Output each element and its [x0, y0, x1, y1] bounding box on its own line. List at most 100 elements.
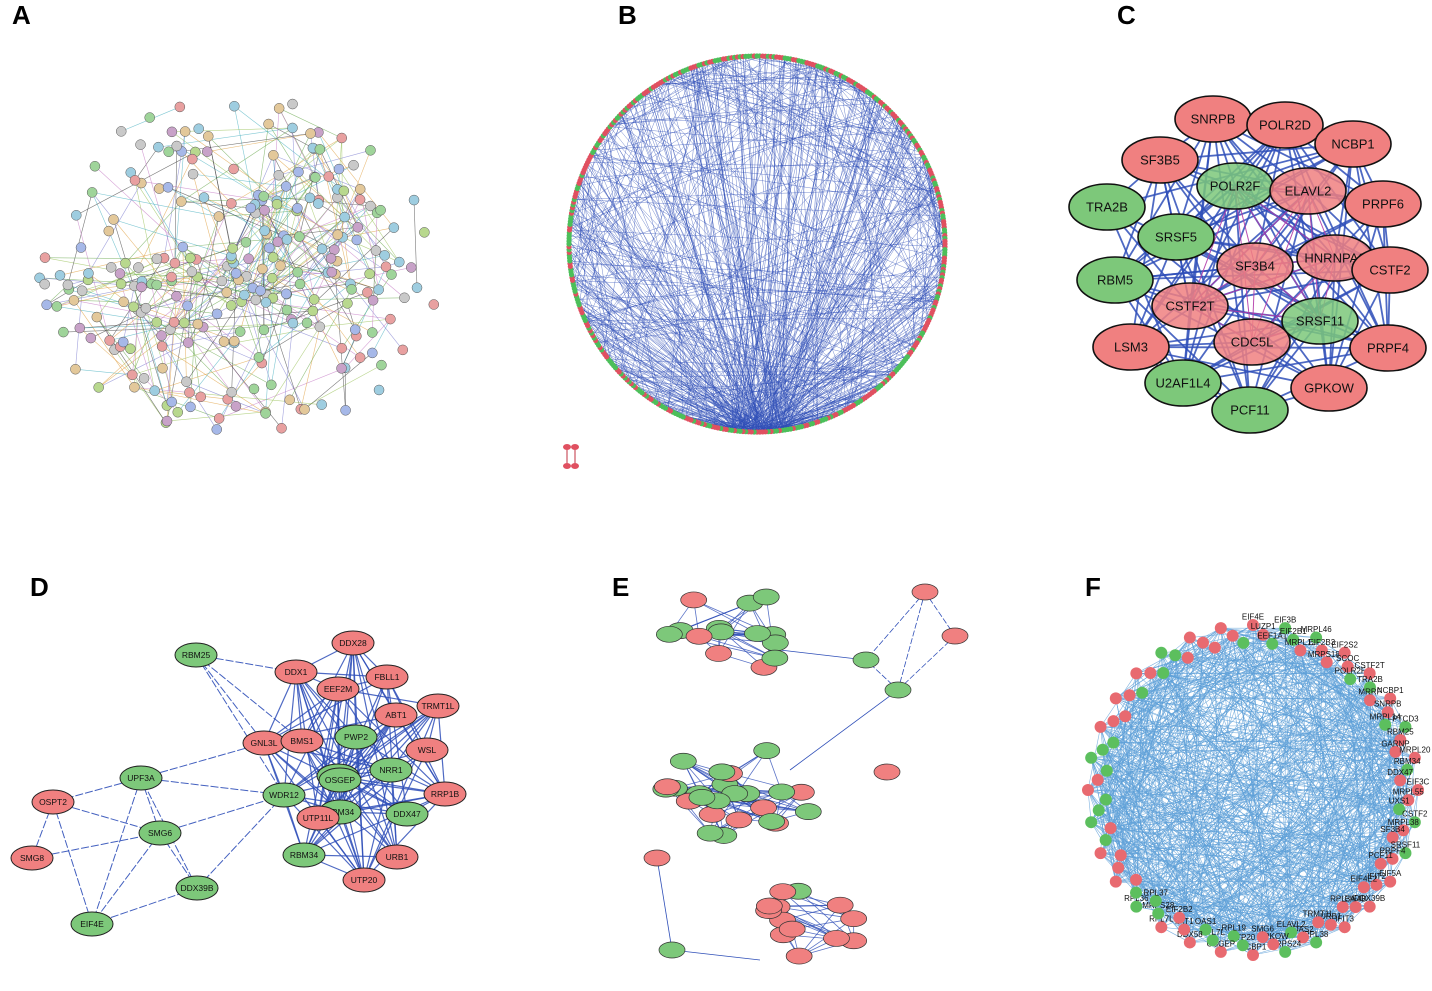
- panel-f-node: [1169, 649, 1182, 662]
- panel-b-edge: [660, 55, 766, 83]
- panel-b-edge: [571, 210, 735, 431]
- panel-f-node: TRA2B: [1357, 675, 1383, 694]
- panel-a-node: [54, 270, 66, 281]
- panel-d-edge: [337, 705, 439, 777]
- panel-a-edge: [73, 300, 135, 388]
- panel-c-node: CSTF2: [1351, 246, 1429, 294]
- panel-c-edge: [1114, 124, 1286, 281]
- panel-a-node: [129, 381, 140, 393]
- panel-f-edge: [1232, 635, 1388, 713]
- panel-c-node-label: SNRPB: [1191, 112, 1236, 127]
- panel-f-node: OSGEP: [1207, 939, 1235, 958]
- panel-b-edge: [712, 61, 746, 432]
- panel-f-node-label: RPL38: [1304, 930, 1329, 939]
- panel-a-node: [157, 362, 168, 374]
- panel-a-node: [117, 336, 129, 348]
- panel-d-node-label: GNL3L: [251, 738, 278, 748]
- panel-d-node: FBLL1: [365, 664, 409, 690]
- panel-d-node: UTP20: [342, 867, 386, 893]
- panel-b-edge: [583, 317, 721, 429]
- panel-b-edge: [571, 212, 913, 351]
- panel-f-edge: [1135, 634, 1264, 893]
- panel-f-edge: [1290, 780, 1401, 933]
- panel-f-edge: [1115, 643, 1273, 882]
- panel-a-node: [70, 363, 81, 375]
- panel-a-node: [287, 122, 298, 134]
- panel-f-edge: [1161, 652, 1274, 945]
- panel-a-edge: [244, 294, 272, 385]
- panel-f-edge: [1363, 858, 1393, 888]
- panel-f-edge: [1091, 821, 1292, 933]
- panel-d-node: EIF4E: [70, 911, 114, 937]
- panel-f-node: RPL37: [1144, 888, 1169, 907]
- panel-d-node: BMS1: [280, 728, 324, 754]
- panel-f-edge: [1155, 666, 1348, 902]
- panel-f-node-label: LUZP1: [1251, 622, 1276, 631]
- panel-a-node: [340, 405, 351, 416]
- panel-b-edge: [609, 126, 923, 156]
- panel-a-node: [182, 337, 194, 348]
- panel-f-edge: [1179, 837, 1393, 918]
- panel-b-edge: [641, 373, 893, 393]
- panel-e-edge: [779, 649, 867, 661]
- panel-b-edge: [633, 240, 946, 386]
- panel-f-edge: [1157, 634, 1264, 914]
- panel-a-node: [195, 391, 206, 403]
- panel-f-edge: [1102, 749, 1400, 810]
- panel-b-edge: [756, 185, 936, 433]
- panel-b-edge: [677, 73, 852, 82]
- panel-a-edge: [134, 180, 263, 201]
- panel-b-edge: [762, 375, 892, 433]
- panel-a-node: [294, 231, 305, 242]
- panel-a-edge: [45, 257, 157, 260]
- panel-e-node: [840, 910, 868, 928]
- panel-d-node: URB1: [375, 844, 419, 870]
- panel-f-node-label: IFIT3: [1335, 915, 1354, 924]
- panel-b-node: [563, 444, 571, 450]
- panel-f-edge: [1315, 769, 1408, 943]
- panel-b-edge: [768, 135, 911, 432]
- panel-a-edge: [113, 219, 232, 257]
- panel-b-edge: [720, 59, 758, 433]
- panel-b-edge: [588, 327, 735, 431]
- panel-b-edge: [584, 118, 897, 319]
- panel-a-edge: [272, 255, 385, 279]
- panel-a-edge: [273, 154, 361, 190]
- panel-d-node: DDX28: [331, 630, 375, 656]
- panel-f-node: SRSF11: [1391, 841, 1421, 860]
- panel-a-node: [307, 305, 319, 317]
- panel-a-edge: [67, 192, 93, 285]
- panel-b-node: [563, 463, 571, 469]
- panel-f-edge: [1120, 673, 1137, 856]
- panel-d-node: ABT1: [374, 702, 418, 728]
- panel-d-node-label: UPF3A: [127, 773, 155, 783]
- panel-b-edge: [590, 79, 849, 158]
- panel-b-edge: [701, 64, 775, 432]
- panel-a-node: [386, 269, 397, 280]
- panel-f-edge: [1125, 652, 1345, 717]
- panel-f-node: IFIT3: [1335, 915, 1355, 934]
- panel-b-edge: [587, 307, 934, 326]
- panel-a-node: [325, 253, 337, 264]
- panel-c-node: POLR2D: [1246, 101, 1324, 149]
- panel-a-edge: [161, 346, 266, 414]
- panel-b-edge: [568, 246, 616, 368]
- panel-f-edge: [1129, 694, 1415, 759]
- panel-f-edge: [1392, 822, 1416, 859]
- panel-f-edge: [1369, 724, 1386, 907]
- panel-b-edge: [620, 113, 786, 431]
- panel-letter-d: D: [30, 572, 49, 602]
- panel-f-node-label: EIF2B1: [1280, 627, 1307, 636]
- panel-a-node: [397, 344, 409, 356]
- panel-c-node: PRPF4: [1349, 324, 1427, 372]
- panel-a-edge: [318, 132, 345, 191]
- panel-f-node-label: IFIT2: [1367, 872, 1386, 881]
- panel-a-node: [76, 285, 88, 296]
- panel-a-node: [202, 131, 214, 142]
- panel-a-node: [230, 268, 242, 279]
- panel-f-edge: [1129, 695, 1235, 937]
- panel-f-node: OAS2: [1292, 925, 1314, 944]
- panel-f-node: [1183, 631, 1196, 644]
- panel-f-edge: [1125, 716, 1137, 893]
